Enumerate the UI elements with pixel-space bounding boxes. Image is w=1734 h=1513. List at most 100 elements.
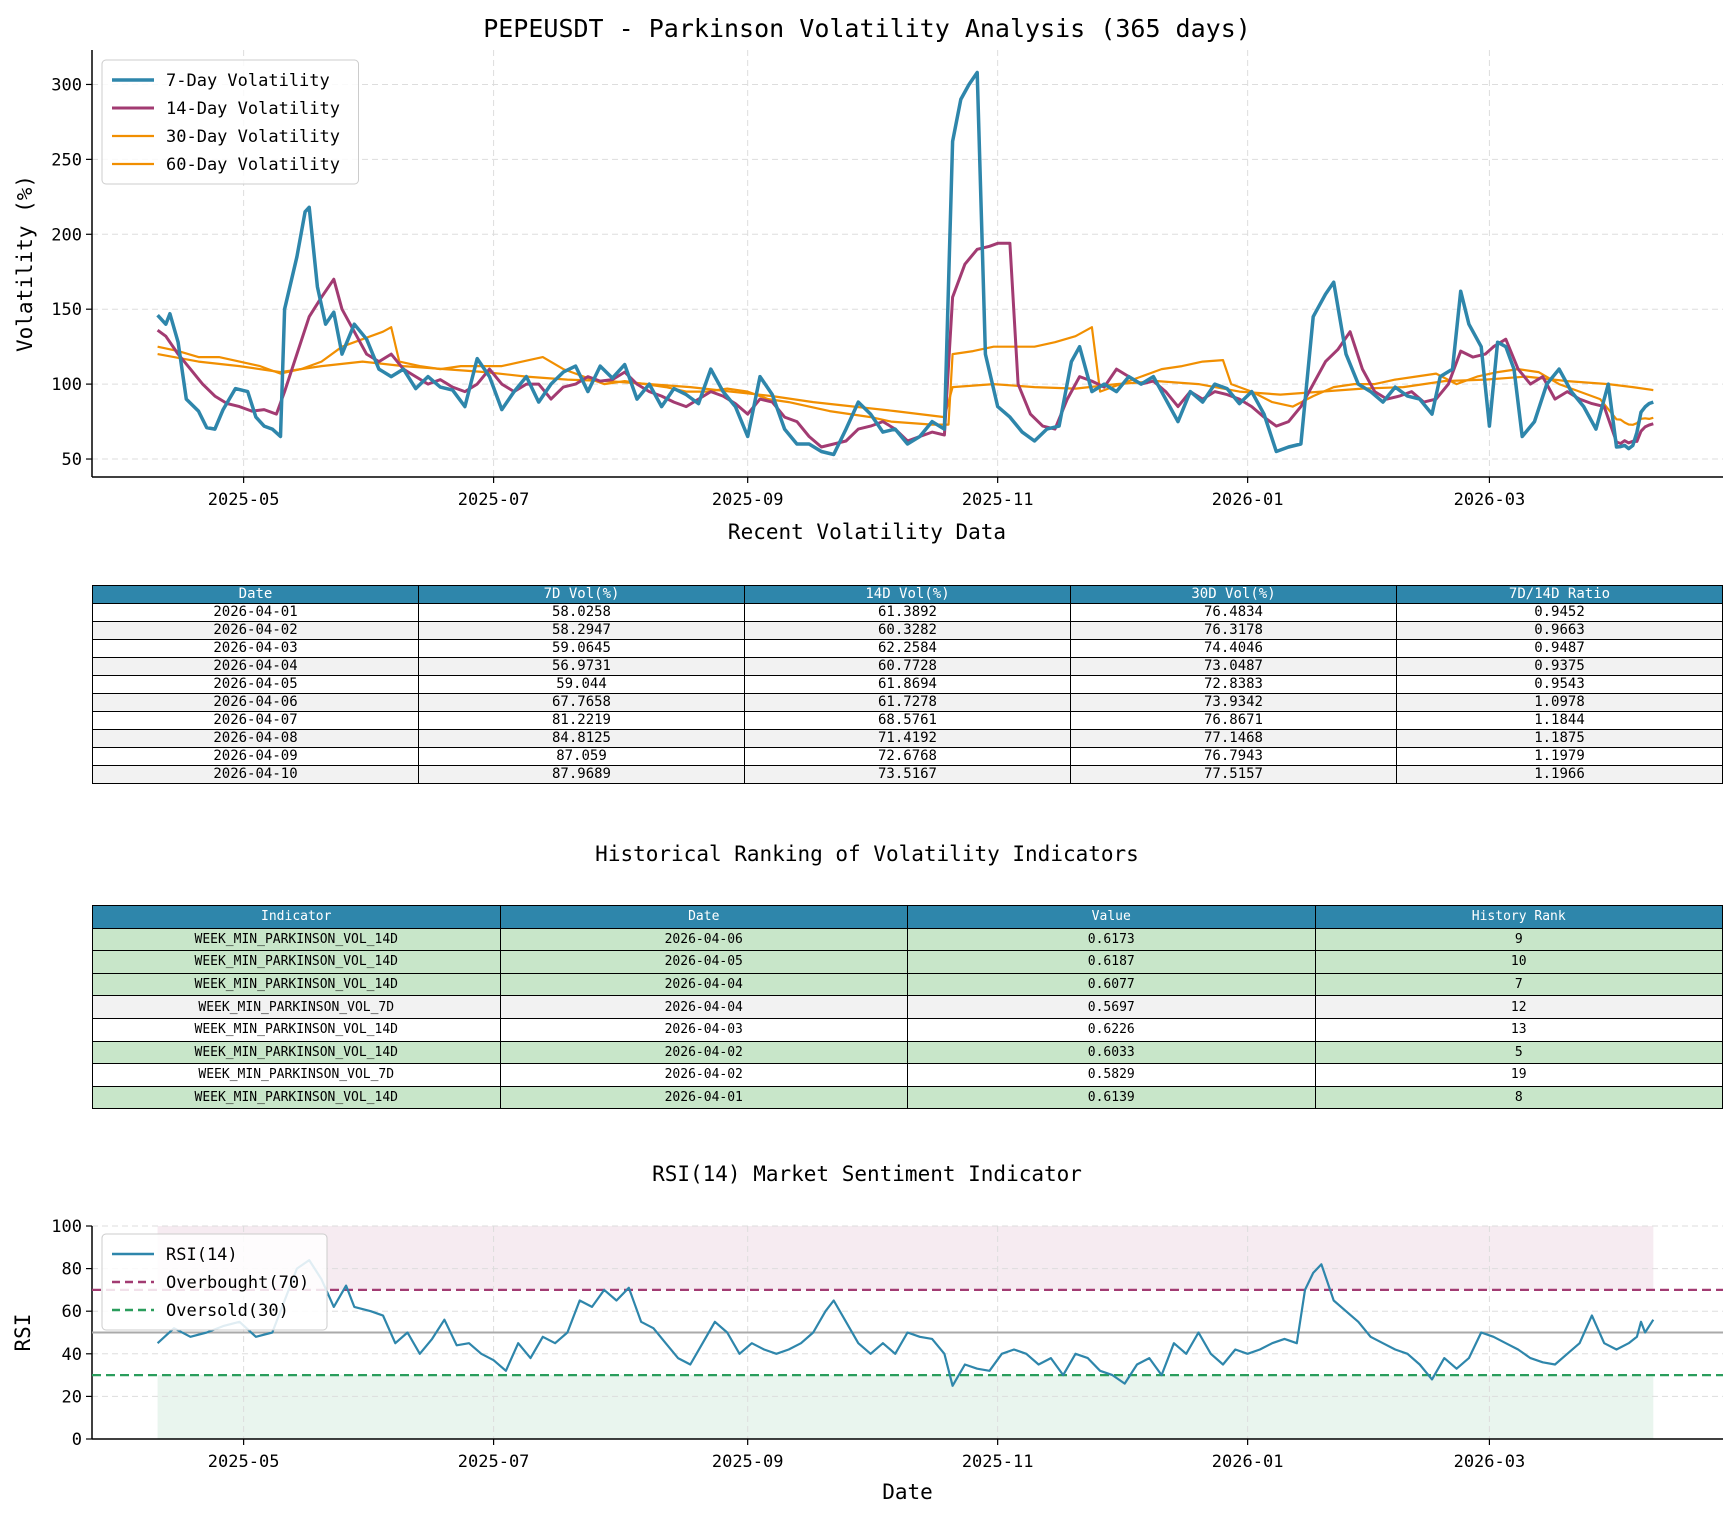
x-tick-label: 2026-01 [1212,490,1284,510]
y-tick-label: 300 [51,75,82,95]
x-tick-label: 2026-01 [1212,1452,1284,1472]
volatility-table-title: Recent Volatility Data [727,520,1007,544]
table-cell: 76.3178 [1070,621,1397,640]
column-header: 30D Vol(%) [1070,585,1397,604]
table-cell: 87.059 [418,747,745,766]
table-cell: 2026-04-05 [499,950,908,974]
table-cell: 77.1468 [1070,729,1397,748]
table-row: WEEK_MIN_PARKINSON_VOL_7D 2026-04-04 0.569… [92,995,1723,1019]
y-tick-label: 100 [51,1217,82,1237]
table-cell: 1.1875 [1396,729,1723,748]
table-cell: 0.6173 [907,927,1316,952]
table-cell: 59.044 [418,675,745,694]
legend-label: RSI(14) [166,1245,238,1265]
table-cell: 5 [1314,1040,1723,1065]
y-tick-label: 20 [62,1387,82,1407]
table-cell: 81.2219 [418,711,745,730]
table-cell: 0.5697 [907,995,1316,1019]
y-tick-label: 60 [62,1302,82,1322]
x-axis-label: Date [882,1480,933,1504]
y-tick-label: 200 [51,225,82,245]
ranking-table: Indicator Date Value History Rank WEEK_MIN_P… [92,905,1723,1110]
table-cell: 72.6768 [744,747,1071,766]
table-row: 2026-04-02 58.2947 60.3282 76.3178 0.9663 [92,621,1723,640]
table-cell: 0.6226 [907,1017,1316,1042]
x-tick-label: 2025-07 [458,1452,530,1472]
table-cell: 73.0487 [1070,657,1397,676]
table-cell: WEEK_MIN_PARKINSON_VOL_14D [92,1017,501,1042]
table-cell: 84.8125 [418,729,745,748]
table-cell: 2026-04-08 [92,729,419,748]
column-header: Indicator [92,905,501,929]
table-cell: 58.2947 [418,621,745,640]
table-cell: 2026-04-04 [499,972,908,997]
table-cell: 56.9731 [418,657,745,676]
rsi-chart: 0 20 40 60 80 100 2025-05 2025-07 2025-09 2025-11… [11,1217,1723,1504]
table-row: 2026-04-03 59.0645 62.2584 74.4046 0.9487 [92,639,1723,658]
x-tick-label: 2025-09 [712,1452,784,1472]
table-cell: 68.5761 [744,711,1071,730]
table-cell: 72.8383 [1070,675,1397,694]
table-cell: 0.6077 [907,972,1316,997]
column-header: 7D Vol(%) [418,585,745,604]
table-row: WEEK_MIN_PARKINSON_VOL_14D 2026-04-04 0.60… [92,972,1723,997]
x-tick-label: 2025-07 [458,490,530,510]
table-cell: 59.0645 [418,639,745,658]
table-cell: 0.9663 [1396,621,1723,640]
volatility-chart: 50 100 150 200 250 300 2025-05 2025-07 2025-09 20… [13,50,1723,510]
table-row: 2026-04-07 81.2219 68.5761 76.8671 1.1844 [92,711,1723,730]
table-cell: 2026-04-03 [499,1017,908,1042]
table-row: WEEK_MIN_PARKINSON_VOL_14D 2026-04-05 0.61… [92,950,1723,974]
legend-label: 7-Day Volatility [166,71,330,91]
table-cell: 0.5829 [907,1063,1316,1087]
rsi-line [156,1259,1655,1387]
table-cell: 76.4834 [1070,603,1397,622]
x-tick-label: 2026-03 [1454,1452,1526,1472]
column-header: Date [92,585,419,604]
table-cell: 0.9375 [1396,657,1723,676]
y-tick-label: 250 [51,150,82,170]
table-cell: 60.3282 [744,621,1071,640]
y-tick-label: 80 [62,1260,82,1280]
table-cell: WEEK_MIN_PARKINSON_VOL_14D [92,1085,501,1110]
table-cell: WEEK_MIN_PARKINSON_VOL_7D [92,995,501,1019]
table-cell: 71.4192 [744,729,1071,748]
table-cell: 1.0978 [1396,693,1723,712]
table-cell: 2026-04-05 [92,675,419,694]
x-tick-label: 2025-09 [712,490,784,510]
table-cell: WEEK_MIN_PARKINSON_VOL_14D [92,950,501,974]
table-cell: 2026-04-02 [499,1040,908,1065]
legend-label: Oversold(30) [166,1301,289,1321]
table-cell: 87.9689 [418,765,745,784]
table-cell: 61.8694 [744,675,1071,694]
y-axis-label: Volatility (%) [13,175,37,352]
table-row: WEEK_MIN_PARKINSON_VOL_7D 2026-04-02 0.582… [92,1063,1723,1087]
table-row: 2026-04-08 84.8125 71.4192 77.1468 1.1875 [92,729,1723,748]
table-cell: 0.9487 [1396,639,1723,658]
legend-label: 30-Day Volatility [166,127,340,147]
x-tick-label: 2025-11 [962,1452,1034,1472]
table-cell: 2026-04-10 [92,765,419,784]
table-cell: 73.9342 [1070,693,1397,712]
y-axis-label: RSI [11,1314,35,1352]
legend-label: Overbought(70) [166,1273,309,1293]
table-cell: 1.1966 [1396,765,1723,784]
table-cell: 9 [1314,927,1723,952]
table-cell: 0.6187 [907,950,1316,974]
table-row: 2026-04-05 59.044 61.8694 72.8383 0.9543 [92,675,1723,694]
table-cell: 60.7728 [744,657,1071,676]
table-cell: WEEK_MIN_PARKINSON_VOL_14D [92,927,501,952]
x-tick-label: 2026-03 [1454,490,1526,510]
recent-volatility-table: Date 7D Vol(%) 14D Vol(%) 30D Vol(%) 7D/14D … [92,585,1723,784]
table-cell: 67.7658 [418,693,745,712]
legend-label: 60-Day Volatility [166,155,340,175]
table-cell: 2026-04-01 [499,1085,908,1110]
table-row: 2026-04-01 58.0258 61.3892 76.4834 0.9452 [92,603,1723,622]
series-line-v7 [156,70,1654,457]
table-cell: 58.0258 [418,603,745,622]
table-header-row: Indicator Date Value History Rank [92,905,1723,929]
table-cell: WEEK_MIN_PARKINSON_VOL_14D [92,1040,501,1065]
table-cell: 74.4046 [1070,639,1397,658]
table-row: WEEK_MIN_PARKINSON_VOL_14D 2026-04-03 0.62… [92,1017,1723,1042]
table-cell: 61.3892 [744,603,1071,622]
